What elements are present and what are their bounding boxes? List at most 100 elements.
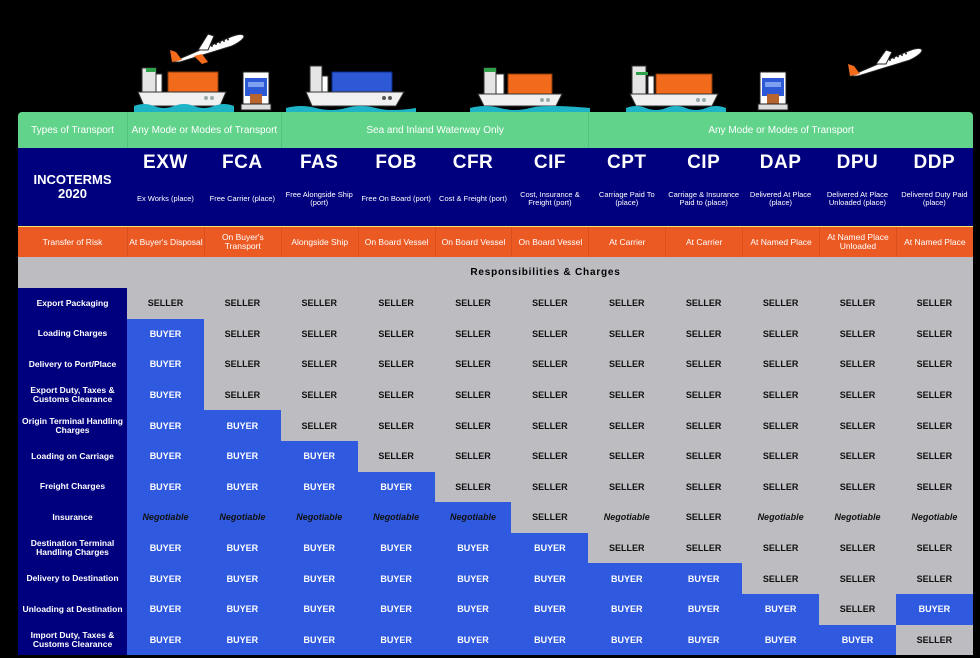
responsibility-cell: SELLER [819, 349, 896, 380]
term-name: Ex Works (place) [136, 194, 194, 203]
responsibility-cell: BUYER [434, 532, 512, 564]
term-name: Carriage & Insurance Paid to (place) [668, 190, 740, 207]
term-code: EXW [143, 152, 188, 173]
airplane-icon [848, 47, 923, 77]
row-label: Delivery to Destination [18, 563, 127, 594]
responsibility-cell: SELLER [895, 440, 973, 472]
responsibility-cell: SELLER [434, 440, 512, 472]
responsibility-cell: SELLER [203, 318, 281, 350]
responsibility-cell: BUYER [280, 624, 358, 656]
responsibility-cell: BUYER [895, 593, 973, 625]
responsibility-cell: BUYER [280, 563, 358, 594]
responsibility-rows: Export Packaging SELLER SELLER SELLER SELLER… [18, 288, 973, 656]
responsibility-cell: SELLER [588, 471, 666, 503]
responsibility-cell: SELLER [665, 502, 743, 533]
responsibility-cell: SELLER [819, 532, 896, 564]
responsibility-cell: BUYER [357, 563, 435, 594]
term-header-fca: FCA Free Carrier (place) [204, 148, 281, 226]
responsibility-cell: Negotiable [357, 502, 435, 533]
responsibility-cell: BUYER [203, 624, 281, 656]
term-header-cip: CIP Carriage & Insurance Paid to (place) [665, 148, 742, 226]
responsibility-cell: SELLER [511, 288, 589, 319]
term-code: CFR [452, 152, 494, 173]
responsibility-cell: SELLER [357, 379, 435, 411]
responsibility-cell: BUYER [357, 624, 435, 656]
truck-icon [240, 71, 272, 111]
responsibility-cell: SELLER [665, 349, 743, 380]
responsibility-cell: SELLER [511, 349, 589, 380]
responsibility-cell: BUYER [127, 318, 204, 350]
table-title-line2: 2020 [58, 186, 87, 201]
row-label: Import Duty, Taxes & Customs Clearance [18, 624, 127, 656]
transport-illustration [0, 0, 980, 114]
transport-group-sea-only: Sea and Inland Waterway Only [280, 112, 589, 148]
term-code: DDP [913, 152, 956, 173]
responsibility-cell: SELLER [357, 440, 435, 472]
responsibility-cell: SELLER [665, 440, 743, 472]
table-row: Origin Terminal Handling Charges BUYER BUY… [18, 410, 973, 441]
term-name: Cost, Insurance & Freight (port) [520, 190, 580, 207]
responsibility-cell: BUYER [127, 624, 204, 656]
responsibility-cell: SELLER [357, 410, 435, 441]
responsibility-cell: SELLER [434, 288, 512, 319]
row-label: Destination Terminal Handling Charges [18, 532, 127, 564]
responsibility-cell: SELLER [742, 532, 820, 564]
responsibility-cell: BUYER [434, 593, 512, 625]
incoterms-header-row: INCOTERMS 2020 EXW Ex Works (place) FCA Fr… [18, 148, 973, 226]
responsibility-cell: SELLER [511, 379, 589, 411]
responsibility-cell: SELLER [280, 349, 358, 380]
term-header-exw: EXW Ex Works (place) [127, 148, 204, 226]
responsibility-cell: BUYER [357, 532, 435, 564]
responsibility-cell: SELLER [511, 440, 589, 472]
responsibility-cell: BUYER [127, 593, 204, 625]
risk-cell: Alongside Ship [280, 227, 358, 257]
responsibility-cell: BUYER [280, 593, 358, 625]
responsibility-cell: SELLER [665, 532, 743, 564]
table-row: Export Duty, Taxes & Customs Clearance BU… [18, 379, 973, 411]
term-name: Free Alongside Ship (port) [285, 190, 353, 207]
responsibility-cell: BUYER [434, 563, 512, 594]
responsibility-cell: BUYER [203, 563, 281, 594]
responsibility-cell: BUYER [357, 471, 435, 503]
table-row: Insurance Negotiable Negotiable Negotiable N… [18, 502, 973, 533]
responsibility-cell: Negotiable [434, 502, 512, 533]
responsibility-cell: BUYER [511, 532, 589, 564]
term-code: FOB [375, 152, 417, 173]
term-code: FCA [222, 152, 263, 173]
responsibility-cell: SELLER [434, 410, 512, 441]
responsibility-cell: Negotiable [203, 502, 281, 533]
responsibility-cell: SELLER [588, 379, 666, 411]
term-name: Free On Board (port) [361, 194, 431, 203]
responsibility-cell: SELLER [819, 563, 896, 594]
responsibility-cell: SELLER [357, 318, 435, 350]
responsibility-cell: BUYER [127, 440, 204, 472]
row-label: Export Packaging [18, 288, 127, 319]
responsibility-cell: SELLER [588, 532, 666, 564]
responsibility-cell: SELLER [588, 288, 666, 319]
responsibility-cell: SELLER [280, 318, 358, 350]
responsibility-cell: SELLER [895, 349, 973, 380]
row-label: Origin Terminal Handling Charges [18, 410, 127, 441]
responsibility-cell: SELLER [588, 410, 666, 441]
risk-row-label: Transfer of Risk [42, 236, 103, 247]
responsibility-cell: SELLER [742, 318, 820, 350]
term-header-ddp: DDP Delivered Duty Paid (place) [896, 148, 973, 226]
responsibility-cell: BUYER [588, 593, 666, 625]
risk-cell: On Board Vessel [357, 227, 435, 257]
responsibility-cell: SELLER [127, 288, 204, 319]
truck-icon [757, 71, 789, 111]
transfer-of-risk-row: Transfer of Risk At Buyer's Disposal On … [18, 226, 973, 257]
row-label: Loading on Carriage [18, 440, 127, 472]
responsibility-cell: SELLER [819, 379, 896, 411]
table-row: Delivery to Destination BUYER BUYER BUYER BU… [18, 563, 973, 594]
term-header-cif: CIF Cost, Insurance & Freight (port) [511, 148, 588, 226]
term-code: CIP [687, 152, 721, 173]
responsibility-cell: BUYER [665, 624, 743, 656]
responsibility-cell: SELLER [280, 379, 358, 411]
responsibility-cell: BUYER [203, 410, 281, 441]
responsibility-cell: BUYER [588, 624, 666, 656]
term-name: Cost & Freight (port) [439, 194, 507, 203]
responsibility-cell: BUYER [203, 471, 281, 503]
term-code: CIF [533, 152, 566, 173]
responsibility-cell: SELLER [665, 410, 743, 441]
